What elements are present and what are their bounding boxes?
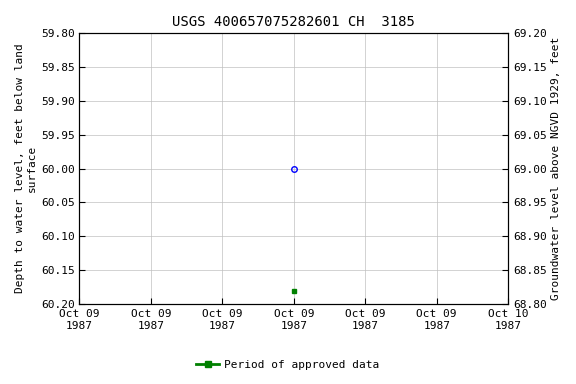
Legend: Period of approved data: Period of approved data: [192, 356, 384, 375]
Y-axis label: Groundwater level above NGVD 1929, feet: Groundwater level above NGVD 1929, feet: [551, 37, 561, 300]
Y-axis label: Depth to water level, feet below land
surface: Depth to water level, feet below land su…: [15, 44, 37, 293]
Title: USGS 400657075282601 CH  3185: USGS 400657075282601 CH 3185: [172, 15, 415, 29]
